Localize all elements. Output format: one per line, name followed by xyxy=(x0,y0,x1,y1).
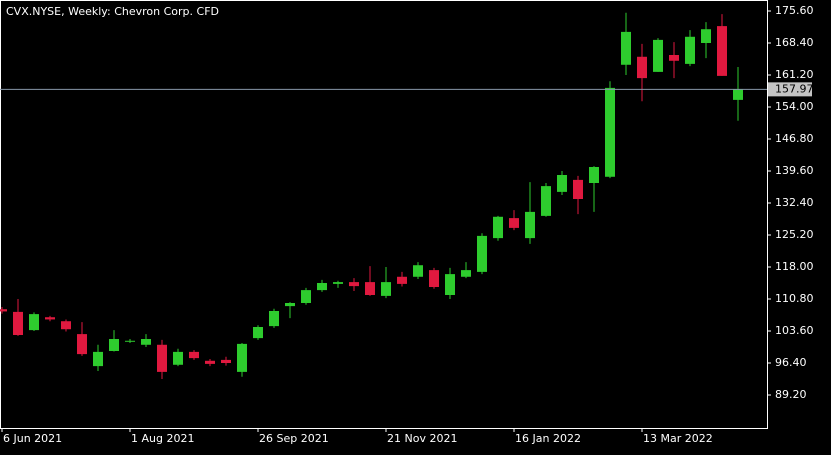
x-tick-label: 26 Sep 2021 xyxy=(259,432,329,445)
y-tick-label: 139.60 xyxy=(775,164,814,177)
candle-body xyxy=(29,314,39,331)
candle-body xyxy=(413,265,423,277)
candle-body xyxy=(237,343,247,372)
candle-body xyxy=(93,351,103,367)
candle-body xyxy=(717,26,727,76)
candle-body xyxy=(221,359,231,363)
y-tick-label: 118.00 xyxy=(775,260,814,273)
candle-body xyxy=(285,303,295,307)
candle-body xyxy=(477,235,487,272)
x-tick-label: 21 Nov 2021 xyxy=(387,432,457,445)
candle-body xyxy=(541,186,551,216)
last-price-box xyxy=(768,82,812,97)
candle-body xyxy=(733,89,743,100)
candle-body xyxy=(301,290,311,303)
y-tick-label: 110.80 xyxy=(775,292,814,305)
y-tick-label: 175.60 xyxy=(775,4,814,17)
y-tick-label: 168.40 xyxy=(775,36,814,49)
x-tick-label: 6 Jun 2021 xyxy=(3,432,62,445)
candle-body xyxy=(605,87,615,177)
candle-body xyxy=(493,216,503,239)
y-tick-label: 146.80 xyxy=(775,132,814,145)
y-tick-label: 89.20 xyxy=(775,388,807,401)
candle-body xyxy=(653,39,663,72)
candle-body xyxy=(157,344,167,372)
candle-body xyxy=(381,282,391,296)
x-tick-label: 13 Mar 2022 xyxy=(643,432,713,445)
candle-body xyxy=(445,274,455,295)
candle-body xyxy=(45,317,55,320)
candle-body xyxy=(509,218,519,228)
candle-body xyxy=(77,334,87,355)
candle-body xyxy=(13,311,23,335)
y-tick-label: 132.40 xyxy=(775,196,814,209)
candle-body xyxy=(173,351,183,365)
last-price-label: 157.97 xyxy=(775,82,814,95)
candle-body xyxy=(397,276,407,284)
candle-body xyxy=(125,340,135,342)
candle-body xyxy=(349,282,359,287)
y-tick-label: 96.40 xyxy=(775,356,807,369)
candle-body xyxy=(333,282,343,284)
candle-body xyxy=(669,55,679,61)
candle-body xyxy=(253,327,263,339)
candle-body xyxy=(269,311,279,327)
candle-body xyxy=(621,31,631,65)
plot-frame xyxy=(0,0,768,429)
candle-body xyxy=(525,211,535,239)
candle-body xyxy=(685,36,695,64)
candle-body xyxy=(589,167,599,183)
candle-body xyxy=(61,321,71,330)
candle-body xyxy=(0,309,7,312)
y-tick-label: 161.20 xyxy=(775,68,814,81)
x-tick-label: 16 Jan 2022 xyxy=(515,432,581,445)
candle-body xyxy=(189,351,199,359)
candle-body xyxy=(317,283,327,291)
candle-body xyxy=(429,270,439,287)
candle-body xyxy=(701,29,711,43)
candle-body xyxy=(573,179,583,199)
y-tick-label: 125.20 xyxy=(775,228,814,241)
candle-body xyxy=(205,360,215,364)
x-tick-label: 1 Aug 2021 xyxy=(131,432,194,445)
chart-title: CVX.NYSE, Weekly: Chevron Corp. CFD xyxy=(6,5,219,18)
y-tick-label: 154.00 xyxy=(775,100,814,113)
candle-body xyxy=(637,56,647,79)
candle-body xyxy=(109,339,119,351)
candle-body xyxy=(141,339,151,345)
candle-body xyxy=(557,175,567,192)
candle-body xyxy=(365,282,375,295)
candle-body xyxy=(461,270,471,277)
y-tick-label: 103.60 xyxy=(775,324,814,337)
